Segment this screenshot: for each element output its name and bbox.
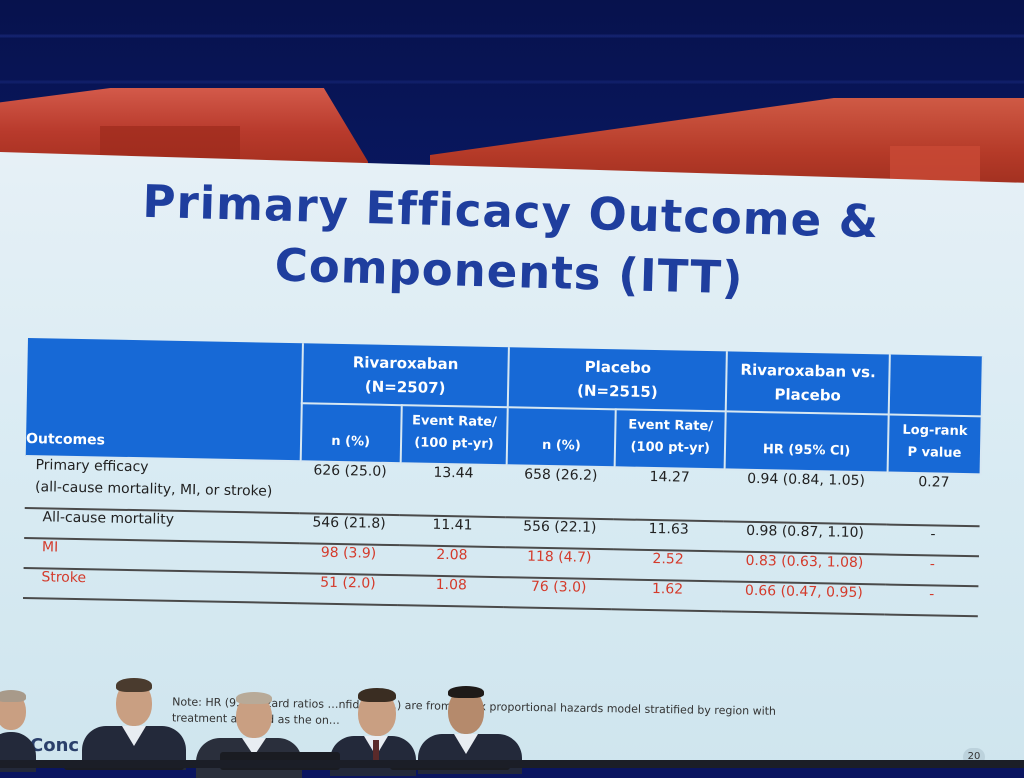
cell-riva-rate: 13.44 — [433, 464, 474, 482]
cell-hr: 0.98 (0.87, 1.10) — [723, 521, 887, 555]
cell-plac-rate: 2.52 — [612, 549, 724, 582]
speaker-2 — [82, 678, 186, 770]
cell-riva-n: 51 (2.0) — [297, 573, 399, 606]
cell-plac-rate: 1.62 — [612, 579, 723, 612]
cell-plac-n: 658 (26.2) — [524, 466, 598, 484]
cell-riva-rate: 11.41 — [398, 515, 507, 548]
cell-riva-rate: 2.08 — [398, 545, 506, 578]
subheader-riva-n: n (%) — [300, 403, 402, 464]
cell-riva-n: 546 (21.8) — [298, 513, 400, 546]
panel-desk — [0, 760, 1024, 768]
header-blank — [888, 354, 983, 417]
cell-plac-n: 118 (4.7) — [504, 547, 614, 580]
header-outcomes: Outcomes — [25, 338, 303, 462]
subheader-riva-rate: Event Rate/ (100 pt-yr) — [400, 405, 509, 466]
panel-speakers — [0, 670, 1024, 778]
cell-riva-n: 98 (3.9) — [298, 543, 399, 576]
row-name: Stroke — [23, 567, 299, 604]
header-rivaroxaban: Rivaroxaban (N=2507) — [301, 343, 510, 408]
header-comparison: Rivaroxaban vs. Placebo — [725, 351, 890, 415]
subheader-p: Log-rank P value — [887, 414, 982, 475]
outcomes-table-wrap: Outcomes Rivaroxaban (N=2507) Placebo (N… — [23, 338, 988, 617]
row-subname: (all-cause mortality, MI, or stroke) — [34, 479, 273, 500]
speaker-4 — [330, 688, 416, 776]
header-placebo-n: (N=2515) — [576, 381, 658, 401]
conclusion-label: Conc — [30, 735, 80, 756]
cell-p: - — [884, 584, 979, 617]
slide-title: Primary Efficacy Outcome & Components (I… — [98, 171, 921, 314]
row-name: Primary efficacy (all-cause mortality, M… — [25, 456, 301, 513]
cell-riva-rate: 1.08 — [397, 575, 505, 608]
speaker-1 — [0, 690, 36, 772]
cell-plac-n: 76 (3.0) — [504, 577, 613, 610]
header-rivaroxaban-n: (N=2507) — [364, 376, 446, 397]
cell-hr: 0.83 (0.63, 1.08) — [722, 551, 887, 585]
subheader-plac-rate: Event Rate/ (100 pt-yr) — [614, 409, 726, 470]
cell-hr: 0.66 (0.47, 0.95) — [722, 581, 886, 615]
cell-riva-n: 626 (25.0) — [313, 462, 387, 480]
cell-p: - — [886, 524, 980, 557]
cell-plac-rate: 11.63 — [613, 519, 724, 552]
cell-plac-rate: 14.27 — [649, 468, 690, 486]
subheader-plac-n: n (%) — [507, 407, 617, 468]
subheader-hr: HR (95% CI) — [724, 411, 889, 473]
outcomes-table: Outcomes Rivaroxaban (N=2507) Placebo (N… — [23, 338, 984, 617]
header-placebo: Placebo (N=2515) — [508, 347, 728, 412]
cell-p: 0.27 — [918, 474, 950, 491]
cell-plac-n: 556 (22.1) — [505, 517, 614, 550]
speaker-5 — [418, 686, 522, 774]
cell-hr: 0.94 (0.84, 1.05) — [746, 470, 866, 490]
cell-p: - — [885, 554, 979, 587]
